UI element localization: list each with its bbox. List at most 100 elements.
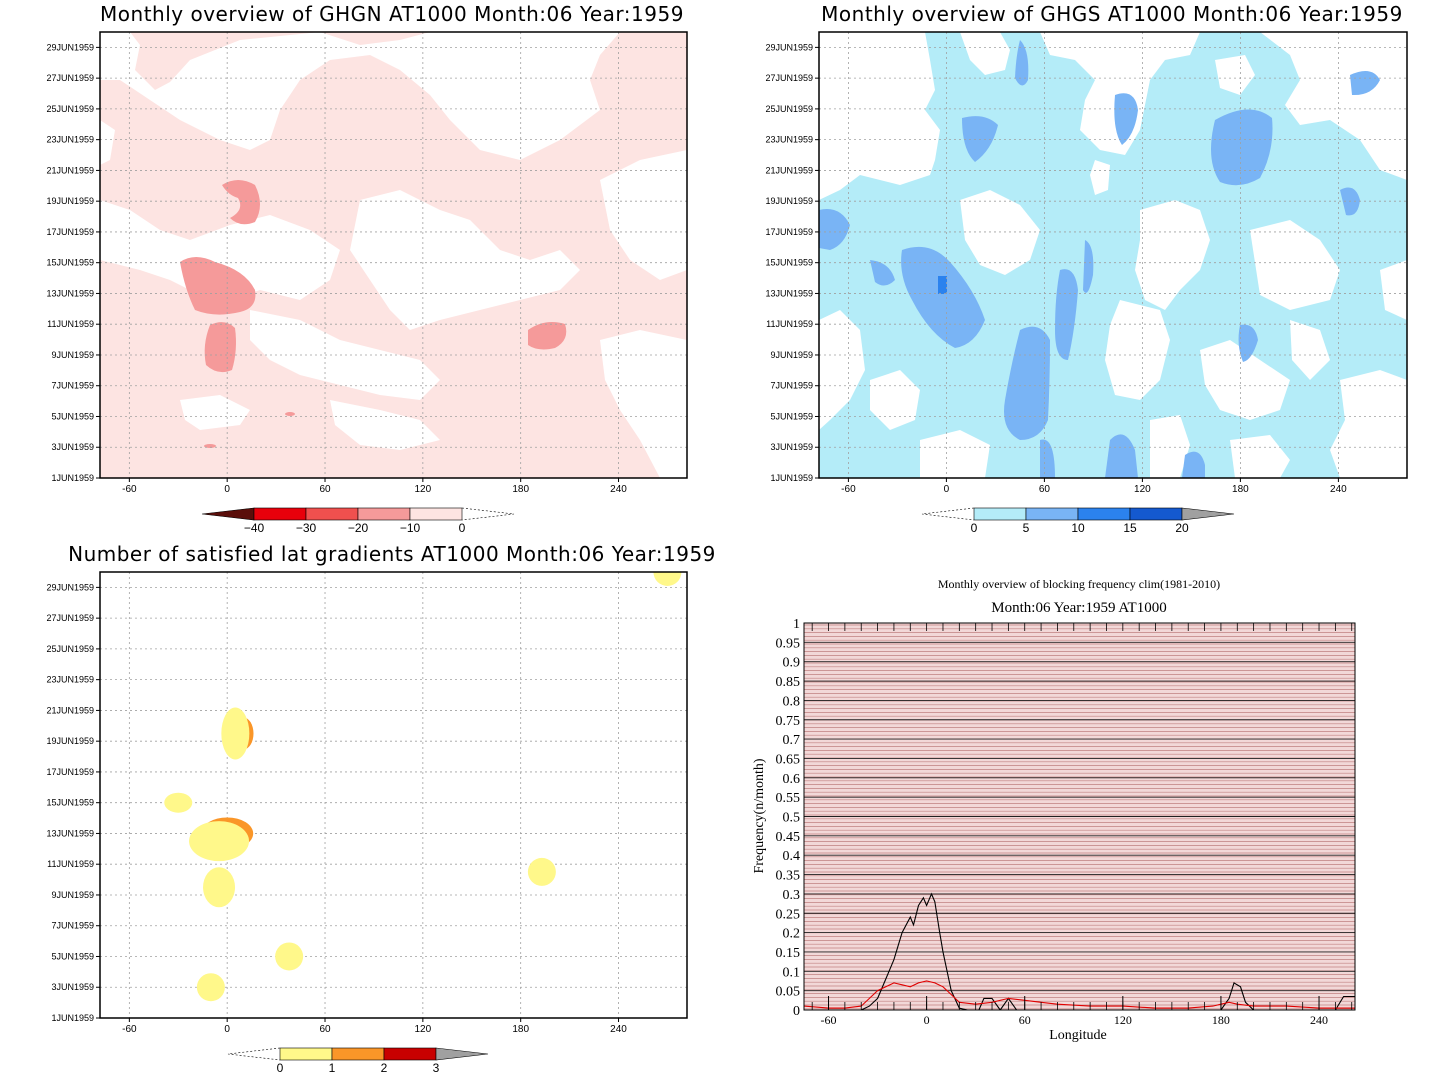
- y-tick-label: 23JUN1959: [765, 135, 813, 145]
- y-tick-label: 0.45: [776, 830, 801, 845]
- y-tick-label: 17JUN1959: [765, 227, 813, 237]
- y-tick-label: 0.35: [776, 869, 801, 884]
- x-tick-label: -60: [122, 484, 137, 495]
- ghgs-white-region: [920, 430, 990, 478]
- ghgn-white-region: [600, 330, 687, 478]
- x-tick-label: 180: [512, 484, 529, 495]
- y-tick-label: 0.7: [783, 733, 801, 748]
- colorbar-segment: [357, 507, 411, 521]
- ghgs-y-axis: 1JUN1959 3JUN1959 5JUN1959 7JUN1959 9JUN1959…: [765, 42, 819, 483]
- y-tick-label: 5JUN1959: [51, 951, 94, 961]
- colorbar-label: −10: [400, 521, 421, 535]
- x-tick-label: 240: [610, 484, 627, 495]
- y-tick-label: 0.25: [776, 907, 801, 922]
- ghgn-level-blob: [180, 257, 256, 315]
- y-tick-label: 3JUN1959: [51, 442, 94, 452]
- y-tick-label: 0.8: [783, 694, 801, 709]
- gradients-colorbar: 0 1 2 3: [227, 1047, 489, 1075]
- ghgn-level-blob: [528, 322, 567, 350]
- ghgs-level-blob: [1083, 240, 1094, 293]
- frequency-y-label: Frequency(n/month): [752, 758, 767, 873]
- colorbar-label: 10: [1071, 521, 1085, 535]
- y-tick-label: 25JUN1959: [46, 644, 94, 654]
- ghgn-x-axis: -60 0 60 120 180 240: [122, 478, 627, 495]
- ghgs-white-region: [819, 32, 940, 200]
- ghgs-level-blob: [1055, 269, 1078, 360]
- y-tick-label: 9JUN1959: [770, 350, 813, 360]
- colorbar-segment: [279, 1047, 333, 1061]
- colorbar-label: 20: [1175, 521, 1189, 535]
- frequency-plot: 0 0.05 0.1 0.15 0.2 0.25 0.3 0.35 0.4 0.45 0.5 0.55…: [752, 617, 1356, 1043]
- colorbar-segment: [1025, 507, 1079, 521]
- gradient-blob: [164, 792, 193, 813]
- ghgn-contours: [100, 32, 687, 478]
- ghgs-white-region: [1330, 370, 1407, 478]
- gradients-x-axis: -60 0 60 120 180 240: [122, 1018, 627, 1035]
- x-tick-label: 180: [1212, 1013, 1230, 1027]
- colorbar-label: −40: [244, 521, 265, 535]
- y-tick-label: 1: [793, 617, 800, 632]
- x-tick-label: 240: [610, 1024, 627, 1035]
- y-tick-label: 0.1: [783, 965, 801, 980]
- ghgs-white-region: [1040, 32, 1200, 155]
- gradients-title: Number of satisfied lat gradients AT1000…: [68, 542, 716, 566]
- colorbar-segment: [305, 507, 359, 521]
- ghgs-level-blob: [1040, 439, 1055, 478]
- y-tick-label: 9JUN1959: [51, 890, 94, 900]
- y-tick-label: 29JUN1959: [765, 42, 813, 52]
- x-tick-label: 120: [415, 484, 432, 495]
- y-tick-label: 1JUN1959: [770, 473, 813, 483]
- y-tick-label: 29JUN1959: [46, 582, 94, 592]
- gradients-frame: [99, 571, 688, 1019]
- y-tick-label: 3JUN1959: [51, 982, 94, 992]
- ghgs-white-region: [1135, 200, 1210, 310]
- ghgs-white-region: [1380, 260, 1407, 320]
- x-tick-label: 60: [1019, 1013, 1031, 1027]
- ghgn-level-blob: [285, 412, 295, 416]
- ghgs-white-region: [1105, 300, 1170, 400]
- ghgs-white-region: [1250, 220, 1340, 310]
- gradient-blob: [221, 707, 250, 760]
- ghgn-white-region: [100, 200, 340, 300]
- y-tick-label: 9JUN1959: [51, 350, 94, 360]
- colorbar-label: 1: [329, 1061, 336, 1075]
- y-tick-label: 0.95: [776, 636, 801, 651]
- y-tick-label: 0.65: [776, 752, 801, 767]
- colorbar-triangle-right: [1181, 507, 1235, 521]
- ghgn-white-region: [330, 400, 440, 450]
- y-tick-label: 0: [793, 1004, 800, 1019]
- colorbar-label: 2: [381, 1061, 388, 1075]
- y-tick-label: 0.4: [783, 849, 801, 864]
- ghgs-level-blob: [1350, 71, 1380, 96]
- y-tick-label: 23JUN1959: [46, 135, 94, 145]
- x-tick-label: 60: [319, 1024, 331, 1035]
- y-tick-label: 0.75: [776, 714, 801, 729]
- x-tick-label: -60: [122, 1024, 137, 1035]
- frequency-title: Monthly overview of blocking frequency c…: [938, 577, 1220, 591]
- x-tick-label: 180: [1232, 484, 1249, 495]
- y-tick-label: 21JUN1959: [46, 165, 94, 175]
- ghgs-level-blob: [1238, 324, 1258, 362]
- y-tick-label: 21JUN1959: [765, 165, 813, 175]
- colorbar-triangle-right: [435, 1047, 489, 1061]
- y-tick-label: 7JUN1959: [51, 921, 94, 931]
- gradients-blobs: [164, 572, 682, 1002]
- ghgn-level-blob: [222, 180, 260, 225]
- x-tick-label: -60: [821, 1013, 837, 1027]
- ghgn-plot: 1JUN1959 3JUN1959 5JUN1959 7JUN1959 9JUN1959…: [46, 31, 688, 495]
- y-tick-label: 13JUN1959: [765, 288, 813, 298]
- colorbar-segment: [331, 1047, 385, 1061]
- x-tick-label: 180: [512, 1024, 529, 1035]
- x-tick-label: 0: [224, 1024, 230, 1035]
- ghgs-level-blob: [1182, 451, 1205, 478]
- colorbar-label: −30: [296, 521, 317, 535]
- x-tick-label: 60: [1039, 484, 1051, 495]
- y-tick-label: 7JUN1959: [770, 381, 813, 391]
- frequency-hatching: [804, 624, 1355, 1010]
- ghgs-frame: [818, 31, 1408, 479]
- gradient-blob: [189, 821, 250, 862]
- colorbar-label: 15: [1123, 521, 1137, 535]
- gradient-blob: [527, 857, 556, 886]
- ghgs-white-region: [1230, 435, 1290, 478]
